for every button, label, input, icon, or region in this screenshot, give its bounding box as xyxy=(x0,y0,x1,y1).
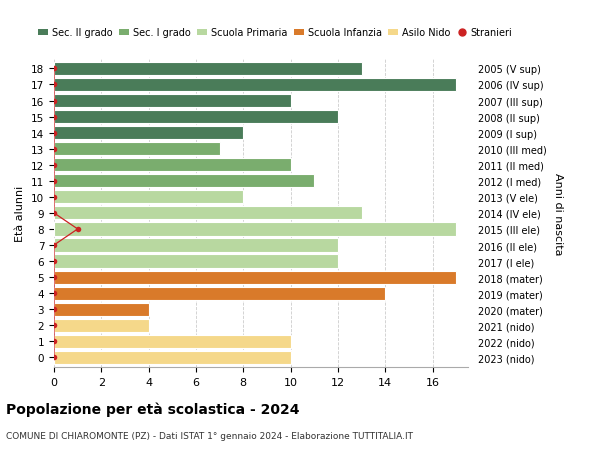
Bar xyxy=(54,287,385,300)
Bar xyxy=(54,335,290,348)
Bar xyxy=(54,191,243,204)
Bar xyxy=(54,319,149,332)
Text: COMUNE DI CHIAROMONTE (PZ) - Dati ISTAT 1° gennaio 2024 - Elaborazione TUTTITALI: COMUNE DI CHIAROMONTE (PZ) - Dati ISTAT … xyxy=(6,431,413,440)
Bar xyxy=(54,239,338,252)
Bar xyxy=(54,271,456,284)
Y-axis label: Età alunni: Età alunni xyxy=(16,185,25,241)
Y-axis label: Anni di nascita: Anni di nascita xyxy=(553,172,563,255)
Bar xyxy=(54,159,290,172)
Bar xyxy=(54,351,290,364)
Legend: Sec. II grado, Sec. I grado, Scuola Primaria, Scuola Infanzia, Asilo Nido, Stran: Sec. II grado, Sec. I grado, Scuola Prim… xyxy=(34,24,517,42)
Text: Popolazione per età scolastica - 2024: Popolazione per età scolastica - 2024 xyxy=(6,402,299,416)
Bar xyxy=(54,175,314,188)
Bar xyxy=(54,127,243,140)
Bar xyxy=(54,95,290,108)
Bar xyxy=(54,143,220,156)
Bar xyxy=(54,111,338,124)
Bar xyxy=(54,303,149,316)
Bar xyxy=(54,63,362,76)
Bar xyxy=(54,223,456,236)
Bar xyxy=(54,255,338,268)
Bar xyxy=(54,207,362,220)
Bar xyxy=(54,79,456,92)
